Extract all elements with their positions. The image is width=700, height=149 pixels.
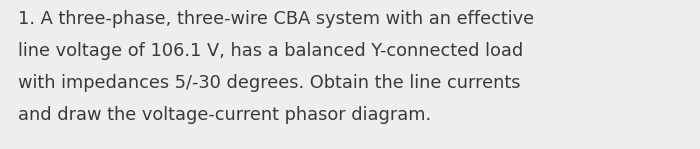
Text: with impedances 5/-30 degrees. Obtain the line currents: with impedances 5/-30 degrees. Obtain th… bbox=[18, 74, 521, 92]
Text: line voltage of 106.1 V, has a balanced Y-connected load: line voltage of 106.1 V, has a balanced … bbox=[18, 42, 524, 60]
Text: 1. A three-phase, three-wire CBA system with an effective: 1. A three-phase, three-wire CBA system … bbox=[18, 10, 534, 28]
Text: and draw the voltage-current phasor diagram.: and draw the voltage-current phasor diag… bbox=[18, 106, 431, 124]
